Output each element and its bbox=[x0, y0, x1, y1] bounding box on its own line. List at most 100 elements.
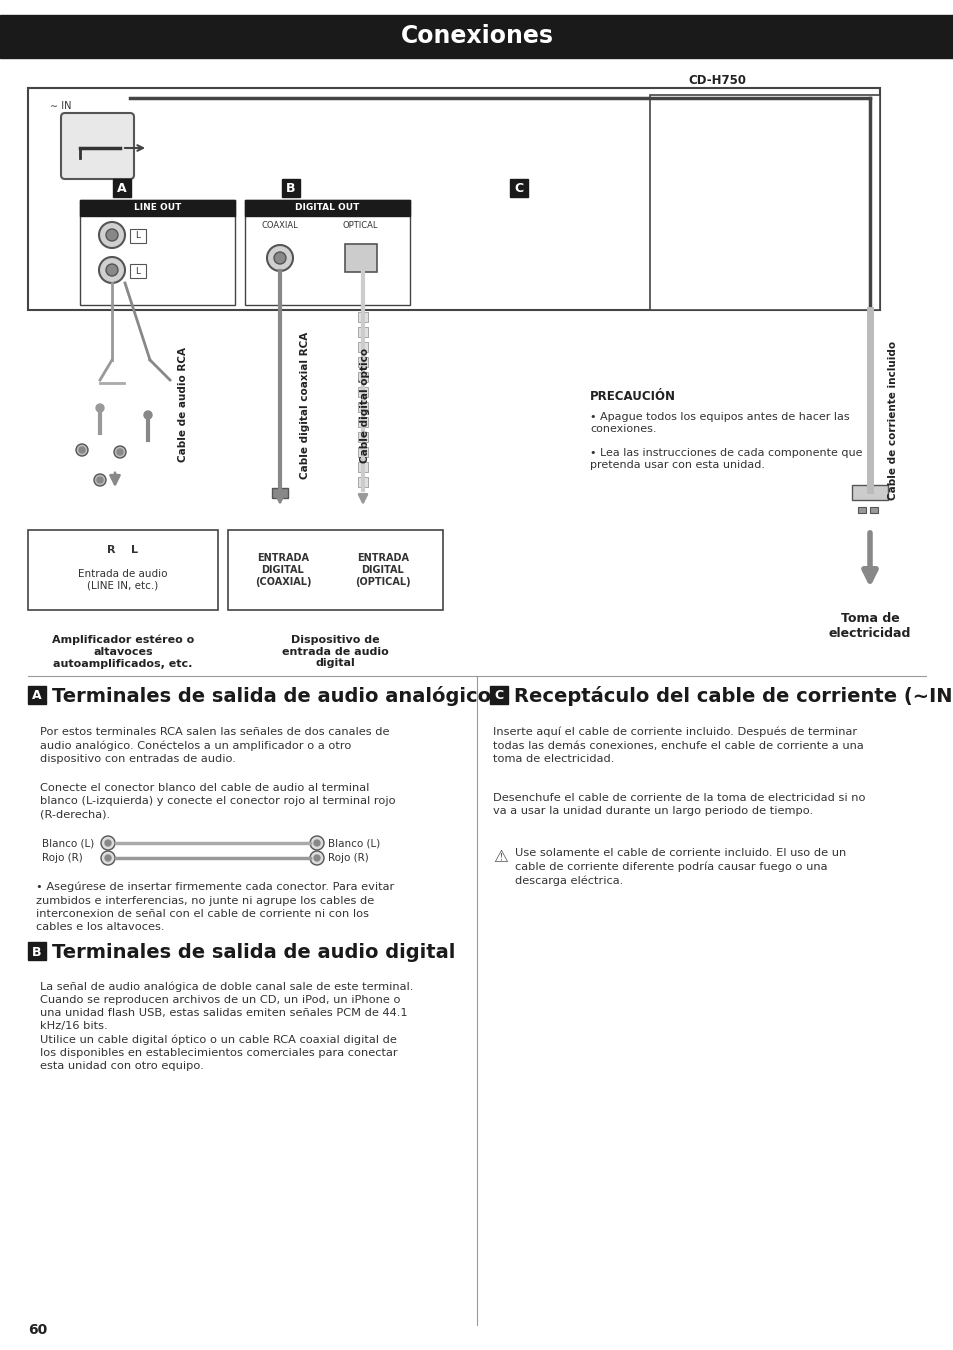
Text: COAXIAL: COAXIAL bbox=[261, 220, 298, 230]
Text: Use solamente el cable de corriente incluido. El uso de un
cable de corriente di: Use solamente el cable de corriente incl… bbox=[515, 848, 845, 886]
Bar bbox=[28, 531, 218, 610]
Circle shape bbox=[101, 836, 115, 850]
Bar bbox=[510, 180, 527, 197]
Bar bbox=[490, 686, 507, 703]
Bar bbox=[245, 200, 410, 305]
Text: A: A bbox=[117, 181, 127, 194]
Text: DIGITAL OUT: DIGITAL OUT bbox=[295, 204, 359, 212]
Text: Terminales de salida de audio digital: Terminales de salida de audio digital bbox=[52, 942, 455, 961]
Bar bbox=[357, 327, 368, 338]
Text: La señal de audio analógica de doble canal sale de este terminal.
Cuando se repr: La señal de audio analógica de doble can… bbox=[40, 981, 413, 1072]
Circle shape bbox=[99, 256, 125, 284]
Text: 60: 60 bbox=[28, 1323, 48, 1336]
Bar bbox=[357, 417, 368, 427]
Bar bbox=[80, 200, 234, 216]
Text: Conexiones: Conexiones bbox=[400, 24, 553, 49]
Bar bbox=[357, 432, 368, 441]
Text: LINE OUT: LINE OUT bbox=[133, 204, 181, 212]
Bar bbox=[357, 387, 368, 397]
Text: Conecte el conector blanco del cable de audio al terminal
blanco (L-izquierda) y: Conecte el conector blanco del cable de … bbox=[40, 783, 395, 819]
Bar bbox=[357, 373, 368, 382]
Text: • Apague todos los equipos antes de hacer las
conexiones.: • Apague todos los equipos antes de hace… bbox=[589, 412, 849, 433]
Circle shape bbox=[99, 221, 125, 248]
Circle shape bbox=[101, 850, 115, 865]
Text: Amplificador estéreo o
altavoces
autoamplificados, etc.: Amplificador estéreo o altavoces autoamp… bbox=[51, 634, 193, 668]
Text: Blanco (L): Blanco (L) bbox=[328, 838, 380, 848]
Circle shape bbox=[314, 855, 319, 861]
Bar bbox=[0, 15, 953, 58]
Bar bbox=[857, 508, 865, 513]
Circle shape bbox=[310, 836, 324, 850]
Text: L: L bbox=[135, 231, 140, 240]
Circle shape bbox=[274, 252, 286, 265]
Circle shape bbox=[106, 230, 118, 242]
Circle shape bbox=[117, 450, 123, 455]
Text: R    L: R L bbox=[108, 545, 138, 555]
Text: ENTRADA
DIGITAL
(OPTICAL): ENTRADA DIGITAL (OPTICAL) bbox=[355, 554, 411, 587]
Circle shape bbox=[106, 265, 118, 275]
Text: Toma de
electricidad: Toma de electricidad bbox=[828, 612, 910, 640]
Circle shape bbox=[113, 446, 126, 458]
Text: Cable de corriente incluido: Cable de corriente incluido bbox=[887, 340, 897, 500]
Text: Cable digital coaxial RCA: Cable digital coaxial RCA bbox=[299, 331, 310, 479]
Bar bbox=[28, 88, 879, 310]
Text: Receptáculo del cable de corriente (∼IN): Receptáculo del cable de corriente (∼IN) bbox=[514, 686, 953, 706]
Circle shape bbox=[267, 244, 293, 271]
Text: Entrada de audio
(LINE IN, etc.): Entrada de audio (LINE IN, etc.) bbox=[78, 570, 168, 591]
Text: Cable de audio RCA: Cable de audio RCA bbox=[178, 347, 188, 463]
Text: ENTRADA
DIGITAL
(COAXIAL): ENTRADA DIGITAL (COAXIAL) bbox=[254, 554, 311, 587]
Bar bbox=[282, 180, 299, 197]
Text: ∼ IN: ∼ IN bbox=[50, 101, 71, 111]
Circle shape bbox=[79, 447, 85, 454]
Bar bbox=[357, 477, 368, 487]
Bar bbox=[357, 462, 368, 472]
Text: C: C bbox=[514, 181, 523, 194]
Text: A: A bbox=[32, 690, 42, 702]
Text: Blanco (L): Blanco (L) bbox=[42, 838, 94, 848]
Circle shape bbox=[96, 404, 104, 412]
Bar bbox=[80, 200, 234, 305]
Text: Cable digital óptico: Cable digital óptico bbox=[359, 347, 370, 463]
Text: B: B bbox=[32, 945, 42, 958]
Text: B: B bbox=[286, 181, 295, 194]
Circle shape bbox=[97, 477, 103, 483]
Bar bbox=[357, 312, 368, 323]
Bar bbox=[228, 531, 442, 610]
Text: • Lea las instrucciones de cada componente que
pretenda usar con esta unidad.: • Lea las instrucciones de cada componen… bbox=[589, 448, 862, 470]
Text: OPTICAL: OPTICAL bbox=[342, 220, 377, 230]
Text: PRECAUCIÓN: PRECAUCIÓN bbox=[589, 390, 676, 404]
Text: • Asegúrese de insertar firmemente cada conector. Para evitar
zumbidos e interfe: • Asegúrese de insertar firmemente cada … bbox=[36, 882, 394, 932]
Bar bbox=[245, 200, 410, 216]
Text: C: C bbox=[494, 690, 503, 702]
Bar bbox=[28, 686, 46, 703]
Bar bbox=[357, 447, 368, 458]
Bar bbox=[130, 265, 146, 278]
Bar bbox=[28, 942, 46, 960]
Bar bbox=[869, 508, 877, 513]
Bar bbox=[130, 230, 146, 243]
Text: L: L bbox=[135, 266, 140, 275]
Circle shape bbox=[76, 444, 88, 456]
Text: Por estos terminales RCA salen las señales de dos canales de
audio analógico. Co: Por estos terminales RCA salen las señal… bbox=[40, 728, 389, 764]
Text: Terminales de salida de audio analógico: Terminales de salida de audio analógico bbox=[52, 686, 491, 706]
Text: Dispositivo de
entrada de audio
digital: Dispositivo de entrada de audio digital bbox=[282, 634, 389, 668]
Circle shape bbox=[314, 840, 319, 846]
Circle shape bbox=[144, 410, 152, 418]
Bar bbox=[345, 244, 376, 271]
FancyBboxPatch shape bbox=[61, 113, 133, 180]
Bar bbox=[851, 485, 887, 500]
Text: Inserte aquí el cable de corriente incluido. Después de terminar
todas las demás: Inserte aquí el cable de corriente inclu… bbox=[493, 728, 862, 764]
Circle shape bbox=[94, 474, 106, 486]
Circle shape bbox=[105, 855, 111, 861]
Text: Rojo (R): Rojo (R) bbox=[328, 853, 369, 863]
Text: ⚠: ⚠ bbox=[493, 848, 507, 865]
Circle shape bbox=[105, 840, 111, 846]
Bar bbox=[649, 95, 879, 310]
Text: Rojo (R): Rojo (R) bbox=[42, 853, 83, 863]
Bar bbox=[357, 356, 368, 367]
Text: CD-H750: CD-H750 bbox=[687, 73, 745, 86]
Circle shape bbox=[310, 850, 324, 865]
Bar bbox=[112, 180, 131, 197]
Bar bbox=[272, 487, 288, 498]
Bar bbox=[357, 402, 368, 412]
